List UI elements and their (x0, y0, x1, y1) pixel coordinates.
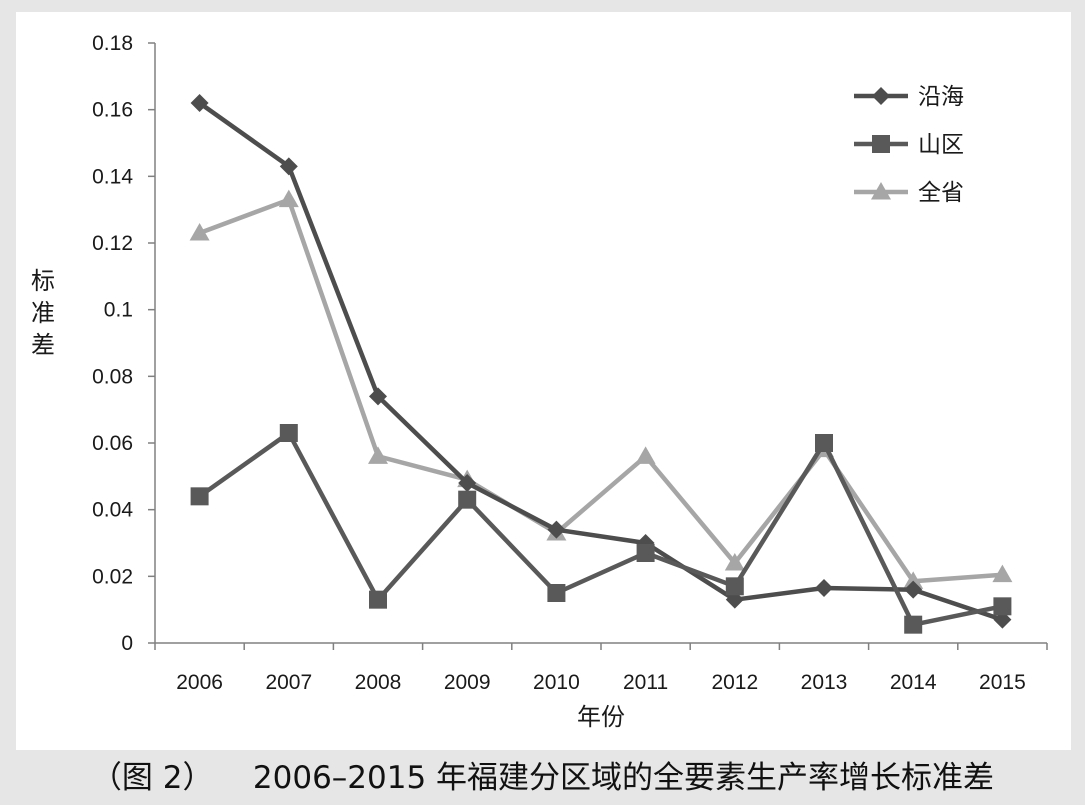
data-point (724, 553, 745, 571)
data-point (903, 571, 924, 589)
data-point (547, 520, 566, 539)
y-tick-label: 0 (121, 632, 133, 655)
series-line (198, 430, 1003, 627)
legend-item: 沿海 (854, 84, 964, 110)
x-tick-label: 2008 (355, 671, 402, 694)
figure-caption: （图 2） 2006–2015 年福建分区域的全要素生产率增长标准差 (90, 760, 995, 796)
data-point (190, 94, 209, 112)
y-tick-label: 0.14 (92, 165, 133, 188)
data-point (369, 387, 387, 406)
data-point (725, 577, 744, 596)
legend-marker (872, 87, 890, 105)
data-point (190, 487, 209, 506)
series-3 (189, 189, 1013, 589)
x-tick-label: 2014 (890, 671, 937, 694)
data-point (278, 189, 299, 208)
data-point (992, 564, 1013, 583)
data-point (636, 544, 655, 562)
data-point (279, 157, 298, 176)
data-point (279, 424, 298, 442)
data-point (904, 580, 923, 599)
data-point (189, 223, 210, 241)
y-tick-label: 0.1 (104, 299, 133, 322)
chart-panel: 0 0.02 0.04 0.06 0.08 0.1 0.12 0.14 0.16 0.18 2006… (16, 12, 1071, 750)
y-tick-label: 0.06 (92, 432, 133, 455)
x-tick-label: 2012 (711, 671, 758, 694)
y-tick-label: 0.04 (92, 499, 133, 522)
axes: 0 0.02 0.04 0.06 0.08 0.1 0.12 0.14 0.16 0.18 2006… (92, 32, 1048, 694)
x-tick-label: 2011 (623, 671, 668, 694)
y-axis-title: 标准差 (31, 267, 55, 359)
data-point (993, 597, 1012, 616)
data-point (368, 446, 388, 464)
y-tick-label: 0.18 (92, 32, 133, 55)
data-point (369, 590, 387, 609)
data-point (458, 474, 477, 492)
x-tick-label: 2013 (801, 671, 848, 694)
line-chart: 0 0.02 0.04 0.06 0.08 0.1 0.12 0.14 0.16 0.18 2006… (31, 32, 1048, 731)
x-tick-label: 2009 (444, 671, 491, 694)
data-point (635, 446, 656, 464)
data-point (904, 615, 923, 634)
series-line (198, 101, 1004, 622)
x-axis-title: 年份 (577, 703, 625, 731)
x-tick-label: 2015 (979, 671, 1026, 694)
data-point (547, 584, 566, 602)
x-tick-label: 2010 (533, 671, 580, 694)
legend-marker (871, 182, 891, 200)
data-point (815, 434, 833, 452)
legend-label: 沿海 (918, 84, 964, 110)
y-tick-label: 0.08 (92, 365, 133, 388)
series-line (198, 197, 1003, 584)
data-point (458, 490, 477, 509)
legend-label: 全省 (918, 180, 964, 206)
legend-item: 全省 (854, 180, 964, 206)
legend-marker (872, 135, 890, 153)
x-tick-label: 2006 (176, 671, 223, 694)
series-2 (190, 424, 1012, 634)
series-layer (189, 94, 1013, 634)
y-tick-label: 0.12 (92, 232, 133, 255)
x-tick-label: 2007 (265, 671, 312, 694)
y-tick-label: 0.02 (92, 565, 133, 588)
y-tick-label: 0.16 (92, 99, 133, 122)
legend-item: 山区 (854, 132, 964, 158)
data-point (815, 579, 833, 597)
legend-label: 山区 (918, 132, 964, 158)
